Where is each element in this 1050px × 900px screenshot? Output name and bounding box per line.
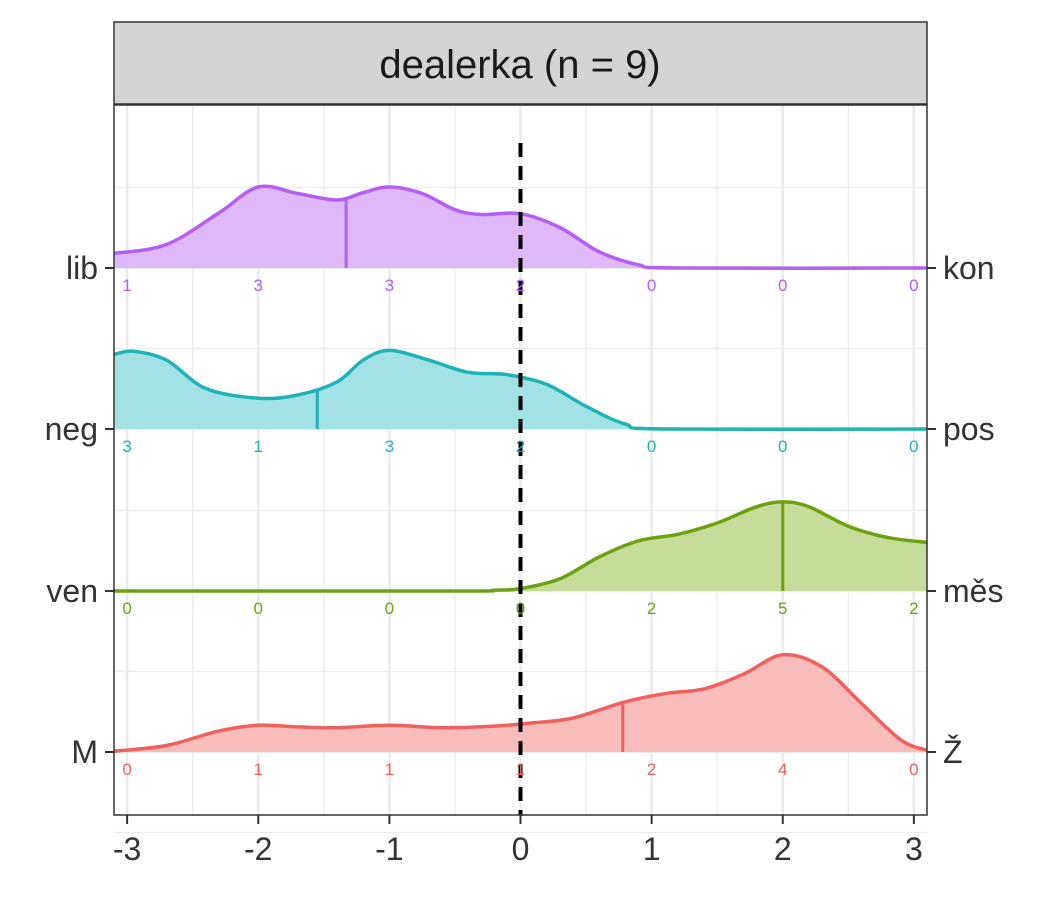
- count-label: 2: [516, 276, 525, 295]
- count-label: 2: [516, 437, 525, 456]
- chart-title: dealerka (n = 9): [379, 43, 660, 87]
- count-label: 3: [385, 437, 394, 456]
- count-label: 2: [909, 599, 918, 618]
- count-label: 0: [909, 437, 918, 456]
- count-label: 1: [516, 760, 525, 779]
- count-label: 0: [516, 599, 525, 618]
- density-area: [114, 186, 927, 269]
- density-line: [113, 500, 928, 593]
- count-label: 1: [385, 760, 394, 779]
- series-layer: [113, 184, 928, 753]
- count-label: 0: [909, 760, 918, 779]
- count-label: 0: [647, 437, 656, 456]
- x-tick-label: -1: [375, 831, 403, 867]
- x-tick-label: 0: [512, 831, 530, 867]
- x-tick-label: -2: [244, 831, 272, 867]
- axes: -3 -2 -1 0 1 2 3 lib kon neg pos ven měs M Ž: [45, 250, 1004, 867]
- right-axis-label: Ž: [943, 734, 963, 770]
- ridge-ven-měs: [113, 500, 928, 593]
- count-label: 0: [385, 599, 394, 618]
- left-axis-label: M: [71, 734, 98, 770]
- count-label: 1: [254, 760, 263, 779]
- strip-background: [113, 21, 928, 105]
- left-axis-label: lib: [66, 250, 98, 286]
- count-label: 0: [909, 276, 918, 295]
- count-label: 2: [647, 760, 656, 779]
- strip: dealerka (n = 9): [113, 21, 928, 105]
- count-label: 0: [778, 276, 787, 295]
- count-label: 1: [122, 276, 131, 295]
- count-label: 4: [778, 760, 787, 779]
- ridge-M-Ž: [113, 652, 928, 753]
- count-labels: 1 3 3 2 0 0 0 3 1 3 2 0 0 0 0 0 0 0 2 5 2 0 1 1 1 2 4 0: [122, 276, 918, 779]
- density-line: [113, 348, 928, 432]
- x-tick-label: 2: [774, 831, 792, 867]
- count-label: 0: [647, 276, 656, 295]
- count-label: 3: [254, 276, 263, 295]
- count-label: 3: [385, 276, 394, 295]
- count-label: 5: [778, 599, 787, 618]
- left-axis-label: ven: [46, 573, 98, 609]
- count-label: 0: [778, 437, 787, 456]
- count-label: 1: [254, 437, 263, 456]
- ridge-lib-kon: [113, 184, 928, 270]
- ridge-neg-pos: [113, 348, 928, 432]
- right-axis-label: měs: [943, 573, 1003, 609]
- density-area: [114, 501, 927, 592]
- count-label: 0: [122, 599, 131, 618]
- x-tick-label: 1: [643, 831, 661, 867]
- count-label: 0: [254, 599, 263, 618]
- count-label: 2: [647, 599, 656, 618]
- density-line: [113, 652, 928, 753]
- count-label: 0: [122, 760, 131, 779]
- count-label: 3: [122, 437, 131, 456]
- right-axis-label: pos: [943, 411, 995, 447]
- left-axis-label: neg: [45, 411, 98, 447]
- right-axis-label: kon: [943, 250, 995, 286]
- x-tick-label: -3: [113, 831, 141, 867]
- density-line: [113, 184, 928, 270]
- x-tick-label: 3: [905, 831, 923, 867]
